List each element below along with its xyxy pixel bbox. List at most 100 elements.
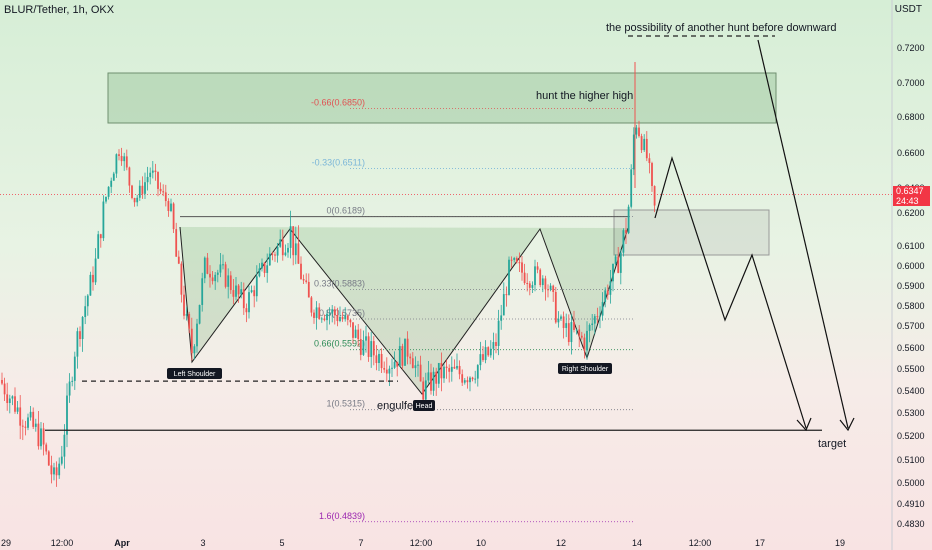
- projection-path-1: [654, 155, 807, 429]
- candle-body: [604, 290, 607, 302]
- candle-body: [302, 279, 305, 281]
- candle-body: [554, 291, 557, 323]
- candle-body: [177, 256, 180, 264]
- candle-body: [396, 361, 399, 367]
- candle-body: [643, 138, 646, 151]
- candle-body: [575, 329, 578, 331]
- candle-body: [318, 307, 321, 319]
- arrow-head-1: [796, 417, 812, 432]
- candle-body: [437, 362, 440, 384]
- candle-body: [645, 138, 648, 159]
- candle-body: [625, 230, 627, 234]
- candle-body: [287, 247, 289, 253]
- candle-body: [6, 394, 9, 404]
- candle-body: [578, 329, 581, 336]
- candle-body: [370, 341, 373, 357]
- candle-body: [27, 417, 29, 428]
- candle-body: [523, 272, 526, 284]
- candle-body: [401, 346, 404, 366]
- candle-body: [97, 234, 100, 259]
- candle-body: [222, 264, 224, 266]
- candle-body: [193, 346, 196, 354]
- candle-body: [315, 307, 318, 318]
- candle-body: [502, 294, 505, 316]
- candle-body: [627, 206, 630, 234]
- candle-body: [404, 338, 406, 366]
- candle-body: [518, 262, 521, 264]
- candle-body: [102, 201, 105, 239]
- candle-body: [86, 295, 89, 307]
- engulfed-annotation: engulfed: [377, 400, 419, 412]
- candle-body: [487, 347, 490, 356]
- candle-body: [209, 273, 211, 278]
- fib-label: 1(0.5315): [326, 399, 365, 409]
- candle-body: [484, 347, 487, 361]
- candle-body: [11, 396, 14, 399]
- candle-body: [276, 246, 279, 256]
- candle-body: [331, 309, 334, 314]
- candle-body: [344, 315, 347, 320]
- x-tick-label: 7: [358, 538, 363, 548]
- candle-body: [583, 337, 586, 351]
- candle-body: [24, 426, 27, 428]
- candle-body: [141, 185, 144, 194]
- candle-body: [479, 354, 482, 366]
- x-tick-label: 3: [200, 538, 205, 548]
- candle-body: [60, 456, 63, 464]
- candle-body: [180, 263, 183, 295]
- candle-body: [81, 317, 84, 340]
- candle-body: [560, 316, 562, 319]
- candle-body: [372, 341, 375, 356]
- candle-body: [151, 170, 154, 173]
- candle-body: [614, 256, 617, 264]
- candle-body: [596, 316, 599, 318]
- y-tick-label: 0.5500: [897, 364, 925, 374]
- candle-body: [16, 407, 19, 412]
- candle-body: [183, 294, 185, 316]
- projection-path-2: [757, 39, 849, 429]
- fib-label: 0.66(0.5592): [314, 339, 365, 349]
- candle-body: [261, 262, 263, 269]
- candle-body: [294, 243, 297, 256]
- candle-body: [32, 411, 35, 427]
- y-tick-label: 0.4830: [897, 519, 925, 529]
- fib-label: -0.66(0.6850): [311, 98, 365, 108]
- candle-body: [445, 366, 448, 369]
- candle-body: [138, 185, 141, 198]
- candle-body: [219, 264, 222, 273]
- candle-body: [463, 380, 466, 383]
- candle-body: [453, 366, 456, 369]
- candle-body: [469, 377, 471, 383]
- candle-body: [47, 451, 50, 466]
- candle-body: [440, 362, 443, 379]
- candle-body: [357, 329, 360, 340]
- candle-body: [125, 156, 128, 168]
- candle-body: [50, 465, 53, 475]
- candle-body: [380, 353, 383, 369]
- candle-body: [515, 258, 518, 263]
- candle-body: [466, 380, 469, 383]
- candle-body: [53, 467, 55, 475]
- candle-body: [94, 258, 97, 283]
- candle-body: [599, 315, 601, 317]
- candle-countdown: 24:43: [896, 195, 919, 206]
- candle-body: [107, 186, 110, 197]
- candle-body: [635, 127, 638, 135]
- last-price: 0.6347: [896, 185, 924, 196]
- candle-body: [214, 274, 217, 282]
- candle-body: [617, 256, 620, 273]
- candle-body: [188, 313, 191, 329]
- pattern-label-right-shoulder: Right Shoulder: [562, 366, 609, 373]
- candle-body: [409, 356, 412, 359]
- candle-body: [510, 259, 513, 261]
- candle-body: [266, 265, 269, 273]
- candle-body: [245, 308, 248, 313]
- candle-body: [154, 170, 157, 173]
- candle-body: [456, 365, 458, 369]
- candle-body: [513, 258, 516, 260]
- candle-body: [227, 275, 230, 287]
- candle-body: [326, 313, 328, 321]
- candle-body: [482, 354, 484, 361]
- candle-body: [588, 324, 591, 331]
